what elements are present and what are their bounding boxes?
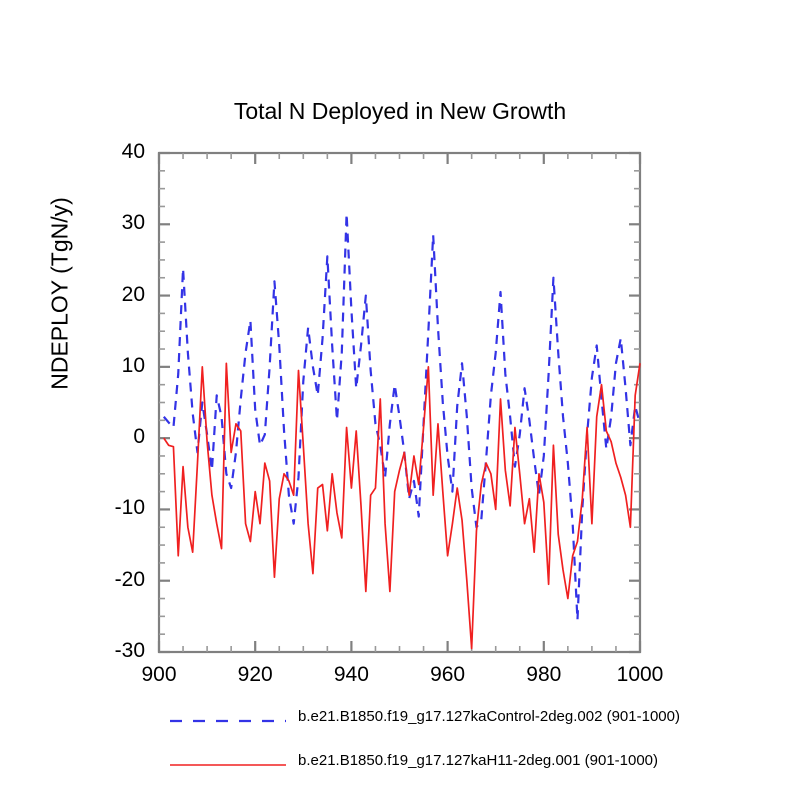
y-tick-label: -10	[114, 496, 145, 520]
legend-entry-control[interactable]: b.e21.B1850.f19_g17.127kaControl-2deg.00…	[0, 704, 800, 738]
x-tick-label: 1000	[616, 663, 664, 686]
x-tick-label: 980	[526, 663, 562, 686]
series-line-0	[162, 212, 642, 622]
legend-entry-h11[interactable]: b.e21.B1850.f19_g17.127kaH11-2deg.001 (9…	[0, 748, 800, 782]
x-tick-label: 920	[237, 663, 273, 686]
plot-frame	[157, 151, 642, 654]
x-tick-label: 900	[141, 663, 177, 686]
chart-title: Total N Deployed in New Growth	[233, 98, 567, 124]
x-tick-label: 960	[430, 663, 466, 686]
legend-label-h11: b.e21.B1850.f19_g17.127kaH11-2deg.001 (9…	[298, 752, 659, 769]
legend-sample-dashed-line	[170, 719, 286, 723]
y-tick-label: -30	[114, 639, 145, 662]
y-tick-label: 20	[121, 282, 145, 306]
legend-sample-solid-line	[170, 764, 286, 766]
chart-legend: b.e21.B1850.f19_g17.127kaControl-2deg.00…	[0, 700, 800, 790]
series-layer	[162, 212, 642, 650]
legend-label-control: b.e21.B1850.f19_g17.127kaControl-2deg.00…	[298, 708, 680, 725]
y-tick-label: 0	[133, 425, 145, 449]
y-tick-label: -20	[114, 567, 145, 591]
y-tick-label: 10	[121, 353, 145, 377]
x-tick-label: 940	[333, 663, 369, 686]
series-line-1	[163, 362, 641, 650]
y-tick-label: 40	[121, 140, 145, 163]
axis-layer	[157, 151, 642, 654]
y-tick-label: 30	[121, 211, 145, 235]
